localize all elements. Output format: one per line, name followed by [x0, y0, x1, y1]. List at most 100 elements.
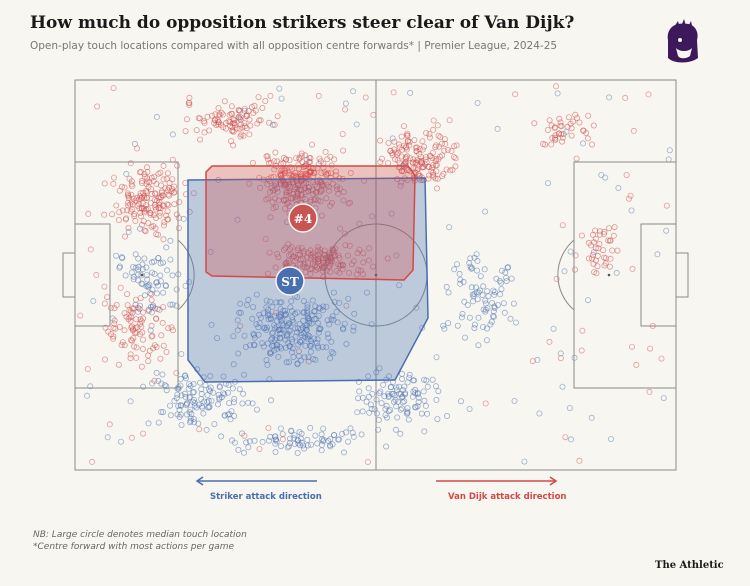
touch-dot — [445, 289, 452, 296]
touch-dot — [501, 309, 508, 316]
touch-dot — [398, 133, 405, 140]
touch-dot — [126, 307, 133, 314]
touch-dot — [132, 264, 139, 271]
touch-dot — [340, 147, 347, 154]
touch-dot — [136, 225, 143, 232]
touch-dot — [394, 398, 401, 405]
touch-dot — [291, 257, 298, 264]
vandijk-direction-label: Van Dijk attack direction — [448, 492, 567, 502]
touch-dot — [163, 348, 170, 355]
touch-dot — [126, 314, 133, 321]
touch-dot — [665, 156, 672, 163]
touch-dot — [302, 185, 309, 192]
touch-dot — [230, 361, 237, 368]
touch-dot — [340, 449, 347, 456]
touch-dot — [285, 443, 292, 450]
touch-dot — [350, 327, 357, 334]
touch-dot — [263, 304, 270, 311]
touch-dot — [471, 254, 478, 261]
touch-dot — [508, 275, 515, 282]
touch-dot — [118, 341, 125, 348]
touch-dot — [329, 313, 336, 320]
touch-dot — [354, 409, 361, 416]
touch-dot — [608, 435, 615, 442]
touch-dot — [131, 140, 138, 147]
touch-dot — [133, 354, 140, 361]
touch-dot — [481, 266, 488, 273]
touch-dot — [262, 98, 269, 105]
touch-dot — [155, 170, 162, 177]
touch-dot — [238, 131, 245, 138]
touch-dot — [117, 284, 124, 291]
touch-dot — [159, 371, 166, 378]
touch-dot — [193, 127, 200, 134]
touch-dot — [419, 324, 426, 331]
touch-dot — [186, 409, 193, 416]
touch-dot — [341, 230, 348, 237]
touch-dot — [155, 255, 162, 262]
touch-dot — [320, 255, 327, 262]
touch-dot — [207, 384, 214, 391]
touch-dot — [573, 155, 580, 162]
touch-dot — [598, 171, 605, 178]
touch-dot — [343, 302, 350, 309]
touch-dot — [273, 342, 280, 349]
touch-dot — [443, 283, 450, 290]
touch-dot — [580, 127, 587, 134]
touch-dot — [274, 158, 281, 165]
touch-dot — [412, 165, 419, 172]
touch-dot — [399, 405, 406, 412]
touch-dot — [220, 373, 227, 380]
touch-dot — [255, 324, 262, 331]
touch-dot — [190, 190, 197, 197]
touch-dot — [435, 388, 442, 395]
touch-dot — [356, 388, 363, 395]
touch-dot — [136, 200, 143, 207]
touch-dot — [245, 108, 252, 115]
touch-dot — [414, 391, 421, 398]
touch-dot — [278, 175, 285, 182]
touch-dot — [102, 356, 109, 363]
touch-dot — [559, 222, 566, 229]
touch-dot — [383, 443, 390, 450]
touch-dot — [590, 122, 597, 129]
touch-dot — [420, 388, 427, 395]
touch-dot — [298, 150, 305, 157]
touch-dot — [334, 319, 341, 326]
touch-dot — [273, 335, 280, 342]
touch-dot — [540, 140, 547, 147]
touch-dot — [160, 304, 167, 311]
touch-dot — [290, 435, 297, 442]
touch-dot — [595, 245, 602, 252]
touch-dot — [155, 195, 162, 202]
touch-dot — [403, 410, 410, 417]
touch-dot — [333, 183, 340, 190]
touch-dot — [430, 117, 437, 124]
touch-dot — [554, 90, 561, 97]
touch-dot — [129, 206, 136, 213]
touch-dot — [483, 337, 490, 344]
touch-dot — [471, 325, 478, 332]
touch-dot — [426, 131, 433, 138]
touch-dot — [125, 224, 132, 231]
touch-dot — [467, 255, 474, 262]
touch-dot — [134, 308, 141, 315]
touch-dot — [390, 390, 397, 397]
touch-dot — [294, 436, 301, 443]
touch-dot — [333, 308, 340, 315]
touch-dot — [199, 404, 206, 411]
touch-dot — [557, 119, 564, 126]
touch-dot — [145, 219, 152, 226]
touch-dot — [354, 249, 361, 256]
touch-dot — [129, 327, 136, 334]
touch-dot — [264, 310, 271, 317]
touch-dot — [490, 287, 497, 294]
touch-dot — [267, 214, 274, 221]
touch-dot — [215, 391, 222, 398]
touch-dot — [565, 114, 572, 121]
touch-dot — [476, 287, 483, 294]
touch-dot — [116, 323, 123, 330]
touch-dot — [468, 265, 475, 272]
touch-dot — [264, 340, 271, 347]
